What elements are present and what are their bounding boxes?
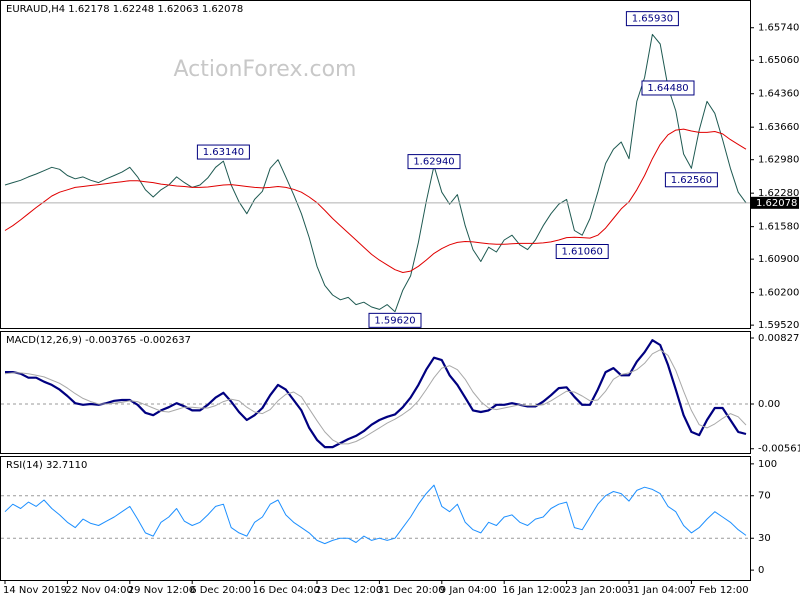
x-tick-label: 31 Jan 04:00 [627, 585, 690, 596]
series-line [4, 33, 747, 313]
macd-panel-frame [0, 331, 751, 454]
price-annotation-box [625, 11, 679, 27]
last-price-box [751, 196, 799, 209]
y-tick-label: 1.61580 [758, 222, 799, 233]
x-tick-label: 31 Dec 20:00 [377, 585, 444, 596]
y-tick-label: -0.00561 [758, 444, 800, 455]
x-tick-label: 6 Dec 20:00 [190, 585, 251, 596]
price-annotation-label: 1.61060 [562, 246, 603, 257]
x-tick-label: 29 Nov 12:00 [128, 585, 195, 596]
price-annotation-box [196, 144, 250, 160]
y-tick-label: 0 [758, 565, 764, 576]
y-tick-label: 1.64360 [758, 89, 799, 100]
price-annotation-box [664, 172, 718, 188]
series-line [4, 349, 747, 445]
series-line [5, 339, 747, 449]
series-line [4, 484, 747, 545]
price-annotation-box [641, 80, 695, 96]
price-panel-frame [0, 0, 751, 329]
rsi-panel-frame [0, 456, 751, 581]
price-annotation-box [368, 312, 422, 328]
x-tick-label: 22 Nov 04:00 [65, 585, 132, 596]
price-annotation-label: 1.62940 [413, 157, 454, 168]
y-tick-label: 1.65740 [758, 23, 799, 34]
panel-title: EURAUD,H4 1.62178 1.62248 1.62063 1.6207… [6, 4, 243, 15]
y-tick-label: 100 [758, 459, 777, 470]
x-tick-label: 14 Nov 2019 [3, 585, 67, 596]
price-annotation-label: 1.59620 [374, 315, 415, 326]
price-annotation-label: 1.62560 [671, 175, 712, 186]
y-tick-label: 30 [758, 533, 771, 544]
y-tick-label: 1.60200 [758, 288, 799, 299]
y-tick-label: 0.008276 [758, 333, 800, 344]
panel-title: RSI(14) 32.7110 [6, 460, 87, 471]
series-line [4, 128, 747, 273]
panel-title: MACD(12,26,9) -0.003765 -0.002637 [6, 335, 191, 346]
y-tick-label: 1.62280 [758, 188, 799, 199]
y-tick-label: 0.00 [758, 399, 780, 410]
x-tick-label: 7 Feb 12:00 [689, 585, 748, 596]
y-tick-label: 1.62980 [758, 155, 799, 166]
y-tick-label: 1.60900 [758, 254, 799, 265]
y-tick-label: 70 [758, 491, 771, 502]
price-annotation-label: 1.63140 [203, 147, 244, 158]
y-tick-label: 1.65060 [758, 55, 799, 66]
price-annotation-label: 1.64480 [647, 83, 688, 94]
price-annotation-label: 1.65930 [632, 14, 673, 25]
watermark: ActionForex.com [174, 57, 357, 82]
x-tick-label: 16 Dec 04:00 [253, 585, 320, 596]
x-tick-label: 23 Jan 20:00 [565, 585, 628, 596]
x-tick-label: 16 Jan 12:00 [502, 585, 565, 596]
price-annotation-box [555, 243, 609, 259]
y-tick-label: 1.59520 [758, 320, 799, 331]
y-tick-label: 1.63660 [758, 122, 799, 133]
last-price-label: 1.62078 [756, 198, 797, 209]
x-tick-label: 9 Jan 04:00 [440, 585, 497, 596]
x-tick-label: 23 Dec 12:00 [315, 585, 382, 596]
price-annotation-box [407, 154, 461, 170]
